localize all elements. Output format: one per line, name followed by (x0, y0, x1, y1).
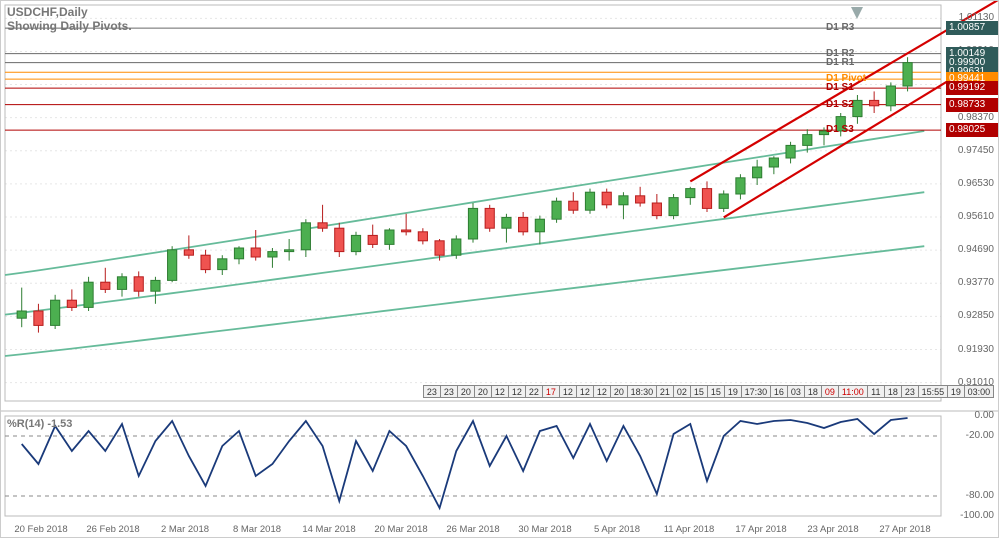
y-axis-label: 0.94690 (958, 244, 994, 255)
session-time-box: 12 (508, 385, 526, 398)
session-time-box: 19 (724, 385, 742, 398)
symbol-title: USDCHF,Daily (7, 5, 88, 19)
price-tag: 1.00857 (946, 21, 998, 35)
y-axis-label: 0.92850 (958, 310, 994, 321)
session-time-box: 12 (593, 385, 611, 398)
price-tag: 0.99192 (946, 81, 998, 95)
x-axis-label: 20 Mar 2018 (374, 524, 427, 535)
x-axis-label: 26 Feb 2018 (86, 524, 139, 535)
session-time-box: 15 (707, 385, 725, 398)
x-axis-label: 26 Mar 2018 (446, 524, 499, 535)
session-time-box: 20 (457, 385, 475, 398)
session-time-box: 11:00 (838, 385, 868, 398)
session-time-box: 18 (804, 385, 822, 398)
price-tag: 0.98025 (946, 123, 998, 137)
indicator-y-label: -100.00 (960, 510, 994, 521)
chart-container[interactable]: USDCHF,Daily Showing Daily Pivots. 1.011… (0, 0, 999, 538)
session-time-box: 18:30 (627, 385, 657, 398)
x-axis-label: 20 Feb 2018 (14, 524, 67, 535)
y-axis-label: 0.98370 (958, 112, 994, 123)
y-axis-label: 0.93770 (958, 277, 994, 288)
session-time-box: 15 (690, 385, 708, 398)
y-axis-label: 0.97450 (958, 145, 994, 156)
session-time-box: 12 (559, 385, 577, 398)
x-axis-label: 27 Apr 2018 (879, 524, 930, 535)
session-time-box: 23 (901, 385, 919, 398)
session-time-box: 12 (576, 385, 594, 398)
session-time-box: 03:00 (964, 385, 994, 398)
indicator-y-label: -80.00 (966, 490, 994, 501)
session-time-box: 17 (542, 385, 560, 398)
session-time-box: 09 (821, 385, 839, 398)
session-time-box: 02 (673, 385, 691, 398)
x-axis-label: 23 Apr 2018 (807, 524, 858, 535)
session-time-box: 20 (474, 385, 492, 398)
session-time-box: 20 (610, 385, 628, 398)
indicator-title: %R(14) -1.53 (7, 418, 72, 430)
session-time-box: 12 (491, 385, 509, 398)
x-axis-label: 14 Mar 2018 (302, 524, 355, 535)
indicator-chart[interactable] (1, 1, 999, 538)
indicator-y-label: 0.00 (975, 410, 994, 421)
session-time-box: 22 (525, 385, 543, 398)
session-time-box: 23 (440, 385, 458, 398)
x-axis-label: 17 Apr 2018 (735, 524, 786, 535)
session-time-box: 11 (867, 385, 885, 398)
session-time-box: 18 (884, 385, 902, 398)
session-time-box: 19 (947, 385, 965, 398)
session-time-box: 17:30 (741, 385, 771, 398)
session-time-box: 23 (423, 385, 441, 398)
session-time-box: 03 (787, 385, 805, 398)
y-axis-label: 0.95610 (958, 211, 994, 222)
x-axis-label: 2 Mar 2018 (161, 524, 209, 535)
x-axis-label: 11 Apr 2018 (664, 524, 715, 535)
y-axis-label: 0.91930 (958, 344, 994, 355)
session-time-box: 21 (656, 385, 674, 398)
x-axis-label: 30 Mar 2018 (518, 524, 571, 535)
y-axis-label: 0.96530 (958, 178, 994, 189)
session-time-box: 15:55 (918, 385, 948, 398)
subtitle: Showing Daily Pivots. (7, 19, 132, 33)
price-tag: 0.98733 (946, 98, 998, 112)
session-time-box: 16 (770, 385, 788, 398)
x-axis-label: 5 Apr 2018 (594, 524, 640, 535)
x-axis-label: 8 Mar 2018 (233, 524, 281, 535)
indicator-y-label: -20.00 (966, 430, 994, 441)
